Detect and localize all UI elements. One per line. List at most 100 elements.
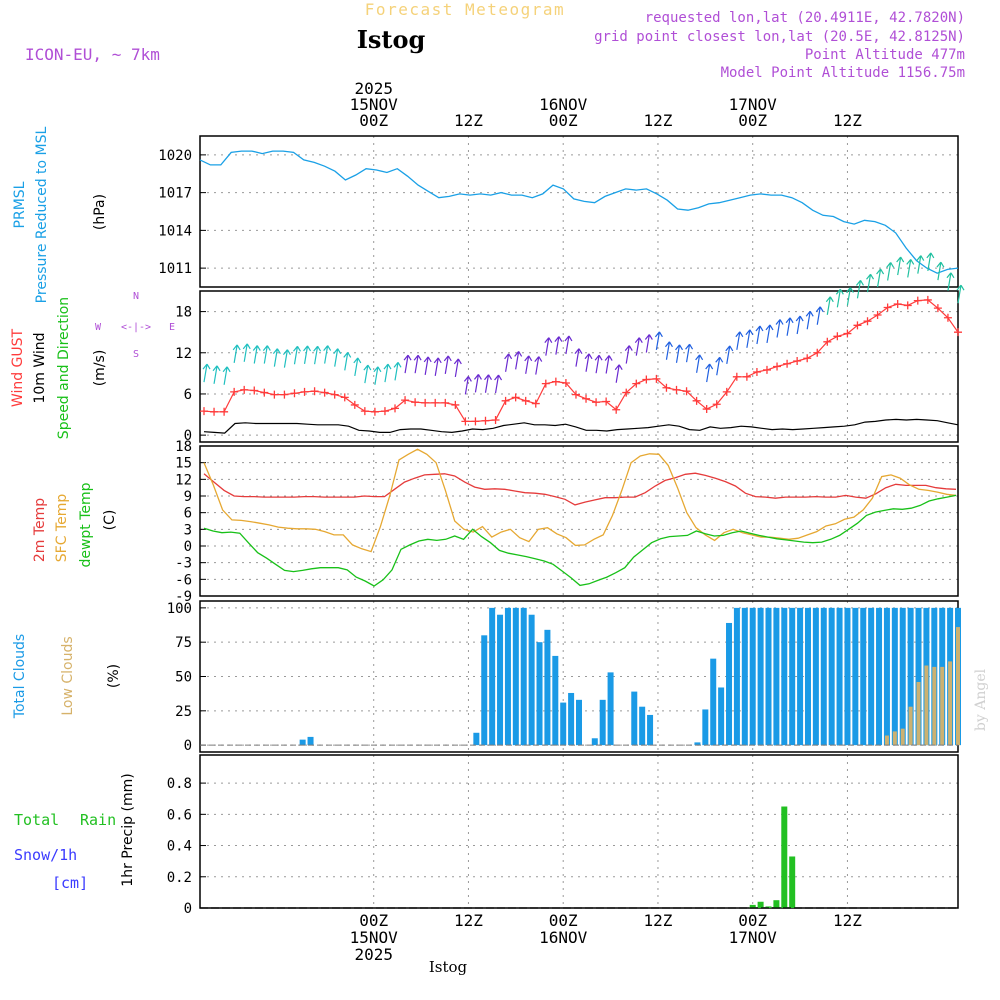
gust-marker-54 [742,372,751,381]
wind-arrow-63 [835,288,844,308]
temp-sfc-line [203,448,957,553]
gust-marker-22 [421,398,430,407]
total-cloud-bar-39 [828,607,835,746]
gust-marker-39 [592,398,601,407]
precip-bar-1 [757,901,764,908]
total-cloud-bar-35 [797,607,804,746]
wind-arrow-44 [644,334,653,353]
clouds-ytick-label-0: 0 [184,738,192,754]
low-cloud-bar-51 [924,665,929,746]
temp2m-label: 2m Temp [32,498,48,562]
compass-e: E [169,322,175,333]
wind-arrow-27 [473,374,482,393]
wind-arrow-69 [896,256,905,276]
gust-marker-63 [833,332,842,341]
point-altitude: Point Altitude 477m [805,47,965,63]
wind-arrow-47 [675,344,684,363]
wind-arrow-62 [825,296,834,315]
wind-arrow-31 [514,351,523,370]
total-cloud-bar-2 [473,732,480,746]
top-time-label-2-0: 16NOV [539,95,588,114]
total-cloud-bar-3 [481,635,488,746]
wind-arrow-10 [303,345,312,364]
gust-marker-17 [370,407,379,416]
wind-arrow-16 [363,364,372,384]
wind-unit: (m/s) [92,350,108,387]
total-cloud-bar-46 [883,607,890,746]
wind-arrow-14 [343,352,352,371]
wind-arrow-26 [463,376,472,395]
precip-unit: 1hr Precip (mm) [120,773,136,886]
compass-s: S [133,349,139,360]
gust-marker-26 [461,417,470,426]
total-cloud-bar-50 [915,607,922,746]
gust-marker-43 [632,379,641,388]
precip-bar-2 [765,906,772,908]
model-altitude: Model Point Altitude 1156.75m [721,65,965,81]
wind-ytick-label-1: 6 [184,387,192,403]
wind-arrow-52 [725,345,734,364]
bottom-time-label-1-0: 12Z [454,911,483,930]
temp-ytick-label-7: 12 [175,472,192,488]
gust-marker-69 [893,300,902,309]
wind-ytick-label-2: 12 [175,346,192,362]
wind-panel: 0 6 12 18 [175,252,965,444]
total-cloud-bar-5 [497,614,504,746]
pressure-line [199,150,959,274]
gust-marker-33 [531,399,540,408]
total-cloud-bar-14 [568,692,575,746]
total-cloud-bar-10 [536,642,543,746]
wind-arrow-29 [494,374,503,394]
gust-marker-53 [732,372,741,381]
gust-marker-11 [310,387,319,396]
model-label: ICON-EU, ~ 7km [25,45,160,64]
temp-frame [199,445,959,597]
low-clouds-label: Low Clouds [60,636,76,715]
temp-ytick-label-4: 3 [184,522,192,538]
wind-arrow-61 [815,306,824,325]
gust-marker-29 [491,416,500,425]
temp-ytick-label-2: -3 [175,556,192,572]
total-cloud-bar-4 [489,607,496,746]
gust-marker-20 [401,396,410,405]
gust-marker-40 [602,397,611,406]
gust-marker-73 [933,304,942,313]
bottom-time-label-4-1: 17NOV [729,928,778,947]
pressure-unit: (hPa) [92,194,108,230]
wind-arrow-11 [313,345,322,365]
pressure-ytick-label-3: 1020 [158,148,192,164]
wind-arrow-67 [876,268,885,288]
pressure-frame [199,135,959,288]
bottom-time-label-0-1: 15NOV [350,928,399,947]
gust-marker-70 [903,301,912,310]
precip-ytick-label-0: 0 [184,901,192,917]
gust-marker-56 [762,365,771,374]
total-cloud-bar-17 [599,699,606,746]
wind-arrow-19 [393,361,402,381]
wind-frame [199,290,959,443]
gust-marker-65 [853,321,862,330]
wind-arrow-65 [855,279,864,299]
total-cloud-bar-0 [299,739,306,746]
clouds-ytick-label-2: 50 [175,670,192,686]
wind-arrow-56 [765,324,774,344]
total-cloud-bar-6 [504,607,511,746]
clouds-ytick-label-1: 25 [175,704,192,720]
gust-marker-72 [923,295,932,304]
total-cloud-bar-12 [552,655,559,746]
gridpoint-coords: grid point closest lon,lat (20.5E, 42.81… [594,29,965,45]
low-cloud-bar-46 [884,735,889,746]
compass-n: N [133,291,139,302]
wind-arrow-6 [262,345,271,364]
gust-marker-7 [270,390,279,399]
station-title: Istog [357,25,426,54]
total-cloud-bar-38 [820,607,827,746]
wind-arrow-7 [272,348,281,367]
wind-arrow-35 [554,336,563,355]
top-time-label-3-0: 12Z [644,111,673,130]
temp-ytick-label-9: 18 [175,439,192,455]
wind-arrow-20 [403,354,412,374]
wind-arrow-1 [212,365,221,384]
total-cloud-bar-16 [591,738,598,746]
